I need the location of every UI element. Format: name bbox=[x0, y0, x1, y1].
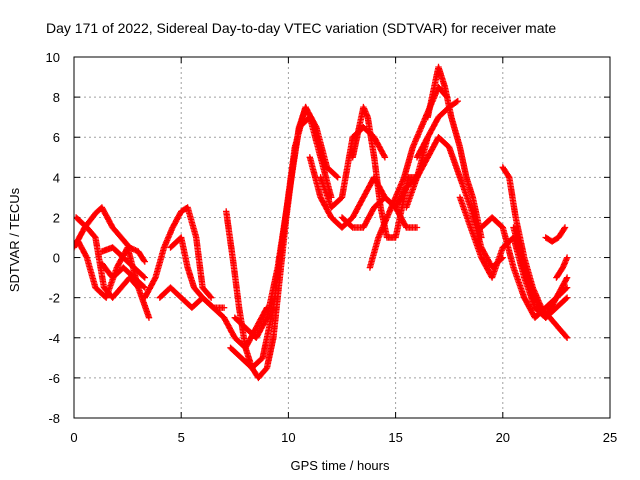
data-traces bbox=[74, 63, 571, 382]
series-trace-24 bbox=[542, 224, 569, 245]
tick-marks bbox=[73, 56, 611, 419]
y-tick-label: 6 bbox=[53, 130, 60, 145]
y-tick-labels: -8 -6 -4 -2 0 2 4 6 8 10 bbox=[46, 50, 60, 426]
trace-markers bbox=[156, 284, 271, 351]
y-tick-label: -2 bbox=[48, 291, 60, 306]
series-trace-13 bbox=[317, 124, 389, 211]
x-tick-labels: 0 5 10 15 20 25 bbox=[70, 430, 617, 445]
trace-markers bbox=[478, 214, 571, 321]
trace-markers bbox=[74, 204, 148, 265]
series-trace-6 bbox=[141, 204, 215, 301]
trace-markers bbox=[98, 260, 148, 291]
trace-markers bbox=[227, 103, 341, 372]
y-tick-label: -4 bbox=[48, 331, 60, 346]
series-trace-4 bbox=[98, 260, 148, 291]
y-tick-label: 10 bbox=[46, 50, 60, 65]
series-trace-18 bbox=[413, 97, 461, 161]
series-trace-23 bbox=[510, 224, 571, 321]
y-tick-label: 8 bbox=[53, 90, 60, 105]
grid-lines bbox=[74, 57, 610, 418]
series-trace-5 bbox=[98, 244, 148, 281]
plot-frame bbox=[73, 56, 611, 419]
series-trace-1 bbox=[74, 204, 148, 265]
y-tick-label: 0 bbox=[53, 251, 60, 266]
series-trace-2 bbox=[74, 214, 142, 301]
series-trace-21 bbox=[478, 214, 571, 321]
y-tick-label: -8 bbox=[48, 411, 60, 426]
trace-markers bbox=[542, 224, 569, 245]
x-tick-label: 10 bbox=[281, 430, 295, 445]
trace-markers bbox=[413, 97, 461, 161]
chart-title: Day 171 of 2022, Sidereal Day-to-day VTE… bbox=[46, 20, 556, 36]
trace-markers bbox=[456, 194, 571, 321]
trace-markers bbox=[424, 63, 485, 241]
series-trace-19 bbox=[403, 134, 506, 271]
series-trace-20 bbox=[456, 194, 571, 321]
x-tick-label: 20 bbox=[496, 430, 510, 445]
trace-markers bbox=[553, 254, 571, 281]
trace-markers bbox=[403, 134, 506, 271]
y-tick-label: 4 bbox=[53, 170, 60, 185]
plot-area bbox=[74, 63, 571, 382]
series-trace-17 bbox=[424, 63, 485, 241]
trace-markers bbox=[98, 244, 148, 281]
trace-markers bbox=[74, 214, 142, 301]
trace-markers bbox=[510, 224, 571, 321]
x-tick-label: 25 bbox=[603, 430, 617, 445]
trace-markers bbox=[317, 124, 389, 211]
x-axis-label: GPS time / hours bbox=[291, 458, 390, 473]
x-tick-label: 15 bbox=[388, 430, 402, 445]
x-tick-label: 5 bbox=[178, 430, 185, 445]
y-axis-label: SDTVAR / TECUs bbox=[7, 187, 22, 292]
trace-markers bbox=[141, 204, 215, 301]
series-trace-11 bbox=[227, 103, 341, 372]
series-trace-25 bbox=[553, 254, 571, 281]
x-tick-label: 0 bbox=[70, 430, 77, 445]
series-trace-8 bbox=[156, 284, 271, 351]
y-tick-label: 2 bbox=[53, 210, 60, 225]
y-tick-label: -6 bbox=[48, 371, 60, 386]
